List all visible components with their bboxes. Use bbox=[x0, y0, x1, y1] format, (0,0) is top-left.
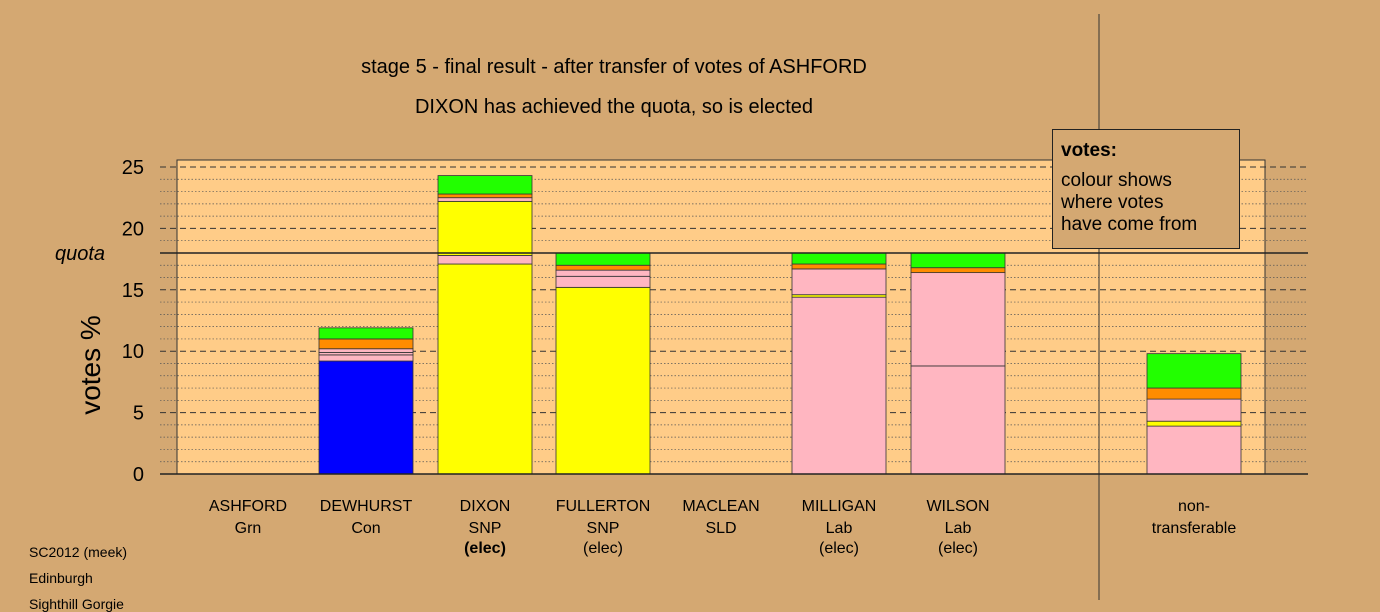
bar-segment bbox=[1146, 387, 1242, 400]
bar-segment bbox=[1146, 420, 1242, 427]
bar-segment bbox=[437, 255, 533, 265]
category-name: MILLIGAN bbox=[802, 498, 877, 515]
quota-label: quota bbox=[55, 243, 105, 265]
bar-segment bbox=[791, 252, 887, 265]
legend-line-2: where votes bbox=[1061, 192, 1164, 213]
bar-segment bbox=[437, 263, 533, 475]
y-tick-label: 15 bbox=[122, 280, 144, 302]
bar-segment bbox=[910, 272, 1006, 367]
bar-segment bbox=[555, 269, 651, 277]
category-party: Con bbox=[351, 520, 380, 537]
chart-subtitle: DIXON has achieved the quota, so is elec… bbox=[415, 96, 813, 118]
footer-line-2: Edinburgh bbox=[29, 570, 93, 586]
bar-segment bbox=[437, 200, 533, 256]
category-name: non- bbox=[1178, 498, 1210, 515]
legend-title: votes: bbox=[1061, 140, 1117, 161]
bar-segment bbox=[555, 275, 651, 288]
bar-segment bbox=[318, 354, 414, 362]
category-status: (elec) bbox=[464, 540, 506, 557]
category-party: Lab bbox=[826, 520, 853, 537]
bar-segment bbox=[437, 197, 533, 202]
bar-segment bbox=[437, 193, 533, 199]
bar-segment bbox=[555, 286, 651, 475]
category-party: SNP bbox=[587, 520, 620, 537]
bar-segment bbox=[318, 338, 414, 350]
category-name: ASHFORD bbox=[209, 498, 287, 515]
y-tick-label: 0 bbox=[133, 464, 144, 486]
category-status: (elec) bbox=[583, 540, 623, 557]
footer-line-1: SC2012 (meek) bbox=[29, 544, 128, 560]
bar-segment bbox=[318, 360, 414, 475]
bar-segment bbox=[791, 268, 887, 296]
category-party: Lab bbox=[945, 520, 972, 537]
category-party: SLD bbox=[705, 520, 736, 537]
category-name: MACLEAN bbox=[682, 498, 759, 515]
category-party: SNP bbox=[469, 520, 502, 537]
chart-title: stage 5 - final result - after transfer … bbox=[361, 56, 867, 78]
bar-segment bbox=[437, 175, 533, 195]
category-party: Grn bbox=[235, 520, 262, 537]
bar-segment bbox=[1146, 398, 1242, 422]
footer-line-3: Sighthill Gorgie bbox=[29, 596, 124, 612]
legend-line-1: colour shows bbox=[1061, 170, 1172, 191]
legend-box: votes: colour shows where votes have com… bbox=[1052, 129, 1240, 249]
y-tick-label: 10 bbox=[122, 341, 144, 363]
y-axis-label: votes % bbox=[75, 315, 106, 415]
bar-segment bbox=[1146, 425, 1242, 475]
bar-segment bbox=[910, 252, 1006, 269]
category-name: DEWHURST bbox=[320, 498, 413, 515]
bar-segment bbox=[791, 263, 887, 270]
bar-segment bbox=[1146, 353, 1242, 389]
category-status: (elec) bbox=[938, 540, 978, 557]
y-tick-label: 25 bbox=[122, 157, 144, 179]
category-party: transferable bbox=[1152, 520, 1237, 537]
bar-segment bbox=[910, 267, 1006, 274]
category-status: (elec) bbox=[819, 540, 859, 557]
bar-segment bbox=[555, 264, 651, 271]
category-name: DIXON bbox=[460, 498, 511, 515]
legend-line-3: have come from bbox=[1061, 214, 1198, 235]
bar-segment bbox=[910, 365, 1006, 475]
y-tick-label: 20 bbox=[122, 218, 144, 240]
bar-segment bbox=[318, 327, 414, 340]
bar-segment bbox=[791, 296, 887, 475]
bar-segment bbox=[555, 252, 651, 266]
y-tick-label: 5 bbox=[133, 403, 144, 425]
category-name: WILSON bbox=[926, 498, 989, 515]
category-name: FULLERTON bbox=[556, 498, 651, 515]
bar-segment bbox=[318, 348, 414, 353]
